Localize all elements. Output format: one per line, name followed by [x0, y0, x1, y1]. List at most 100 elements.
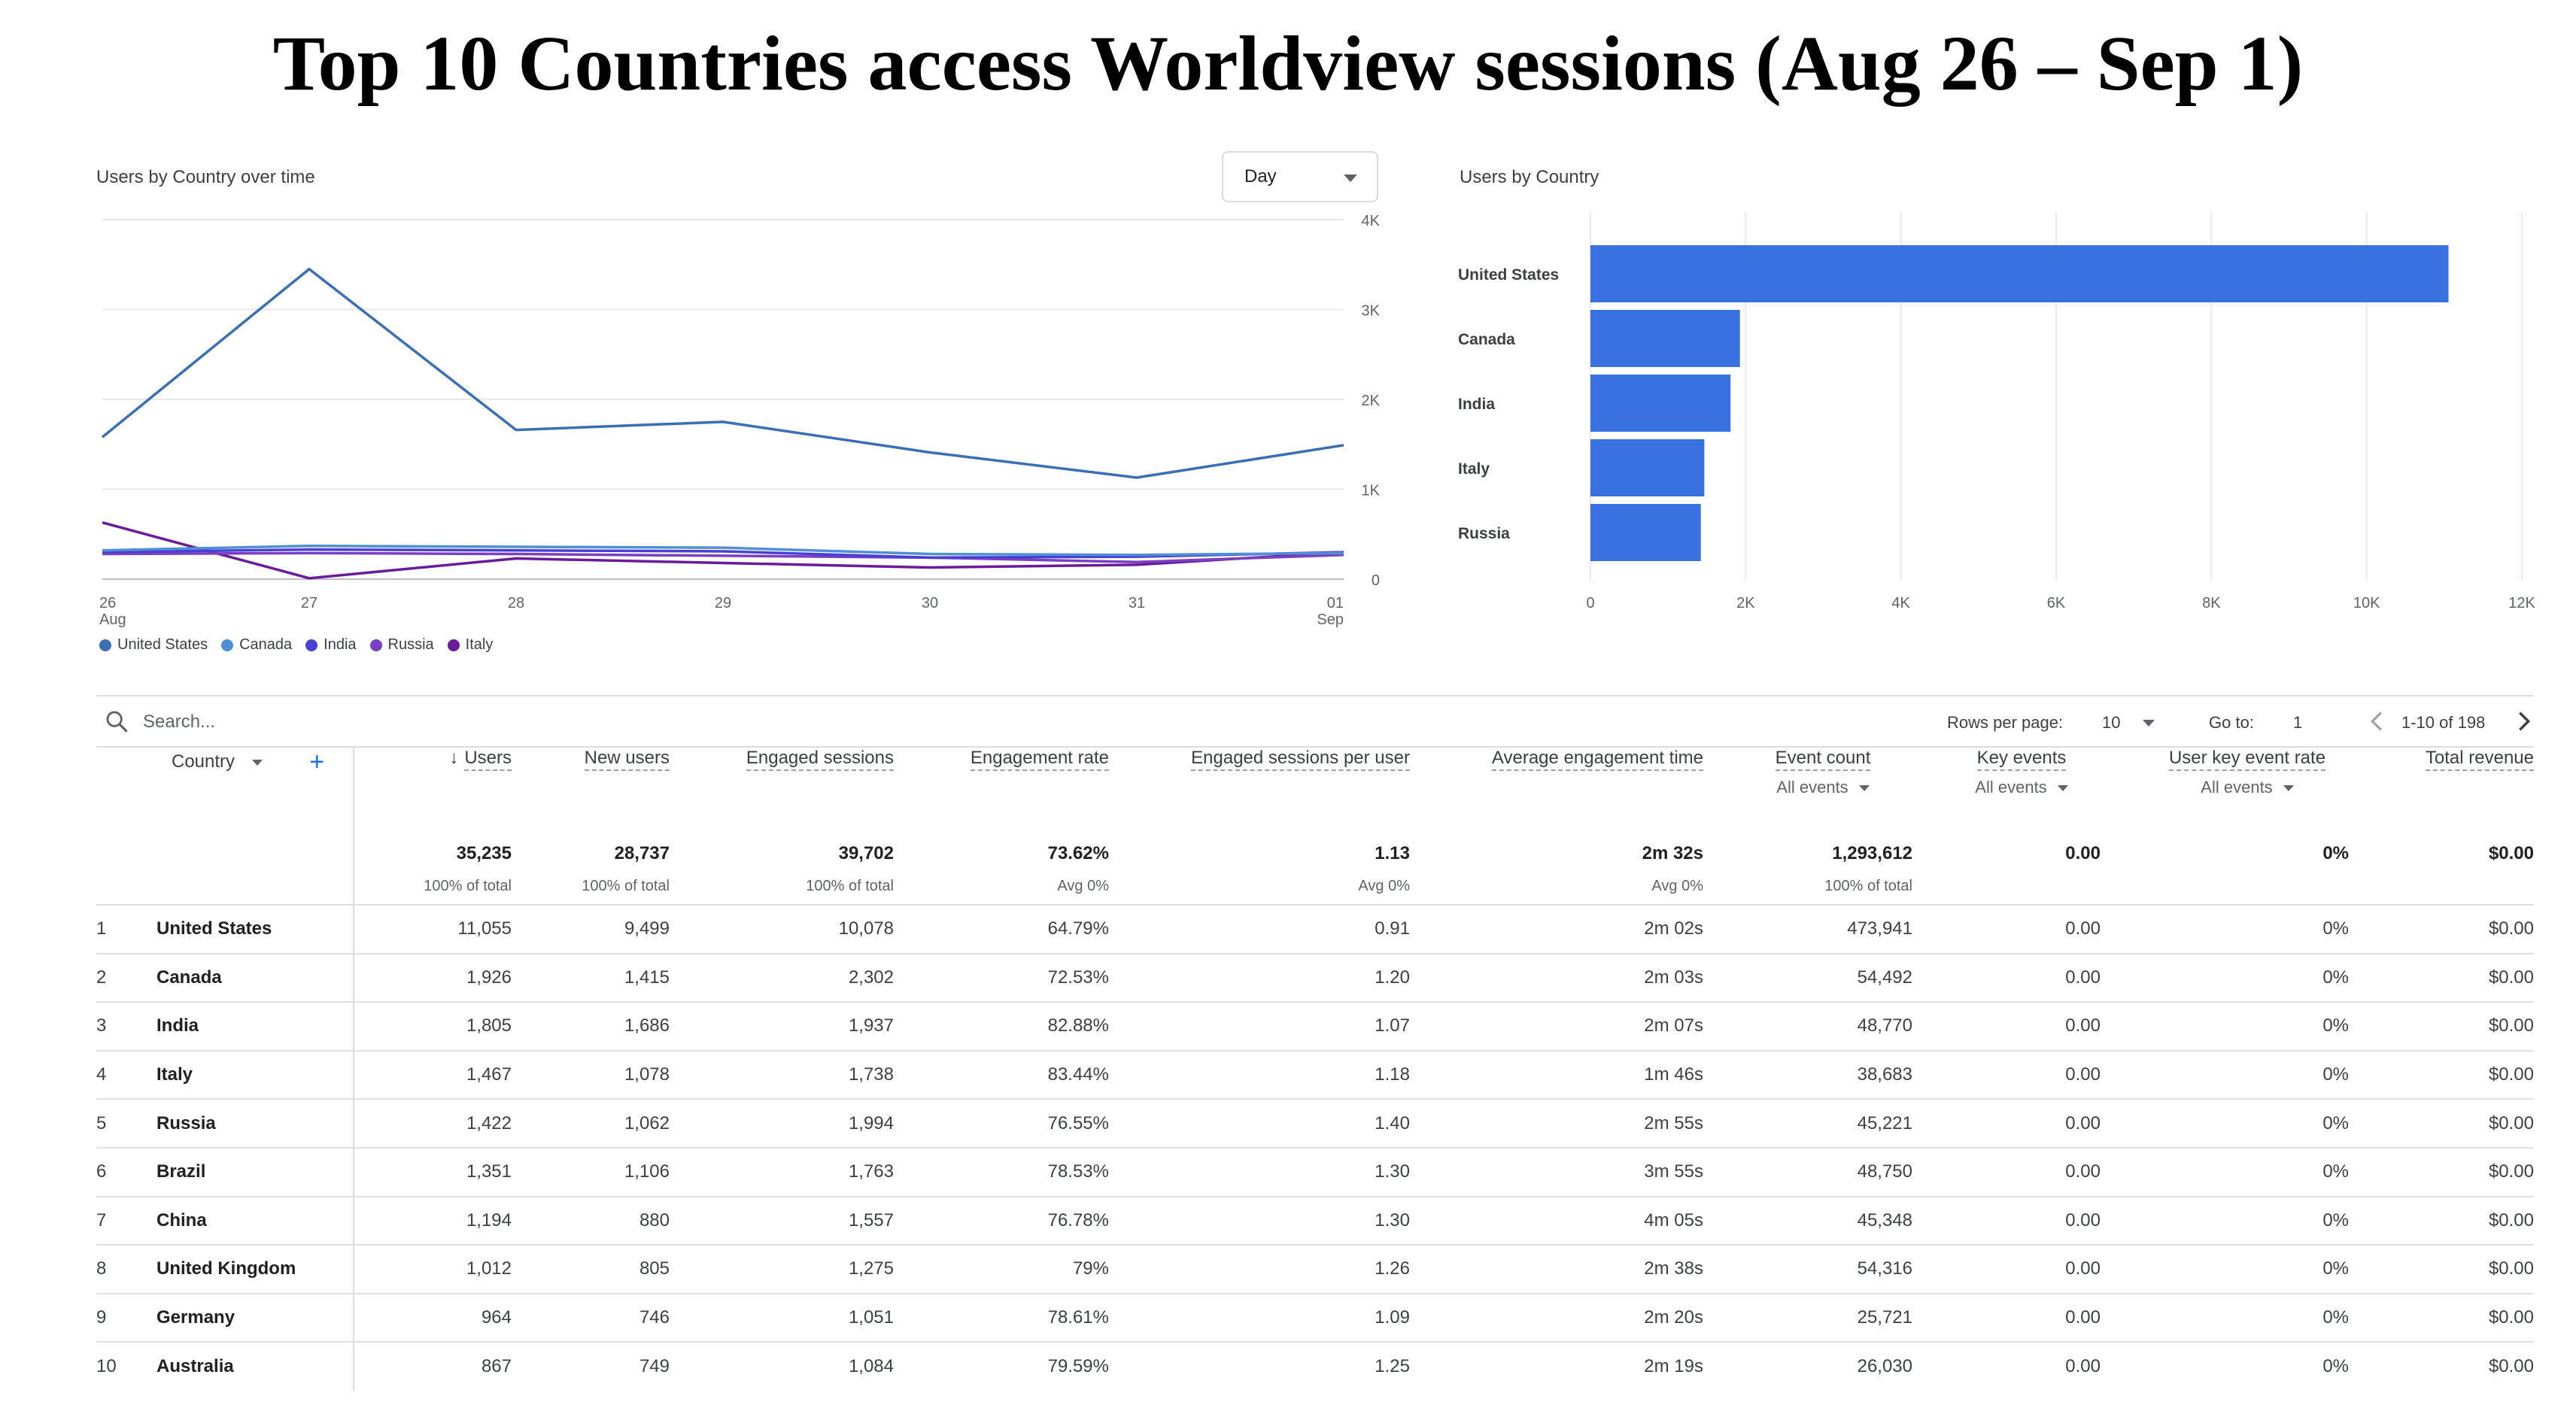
legend-label: United States [117, 636, 208, 653]
table-row[interactable]: 3 India 1,805 1,686 1,937 82.88% 1.07 2m 07s 48,… [96, 1002, 2534, 1051]
column-header[interactable]: ↓ Users [354, 747, 512, 843]
metric-cell: 0% [2322, 967, 2349, 988]
metric-cell: $0.00 [2488, 1112, 2534, 1133]
metric-cell: 79.59% [1047, 1356, 1109, 1377]
category-label: Canada [1458, 331, 1515, 348]
chevron-down-icon[interactable] [2143, 720, 2155, 727]
metric-cell: 1,062 [624, 1112, 670, 1133]
legend-item[interactable]: Russia [369, 636, 434, 654]
table-row[interactable]: 5 Russia 1,422 1,062 1,994 76.55% 1.40 2m 55s 45… [96, 1099, 2534, 1148]
country-name: United Kingdom [156, 1245, 354, 1294]
column-header[interactable]: Engaged sessions [670, 747, 894, 843]
metric-cell: 79% [1072, 1258, 1109, 1279]
metric-cell: 1,194 [466, 1209, 512, 1231]
legend-swatch [305, 639, 318, 651]
dimension-header[interactable]: Country + [96, 747, 354, 843]
bar-chart: 0 2K 4K 6K 8K 10K 12K United States Canada India I… [1458, 212, 2535, 611]
metric-cell: 1.30 [1375, 1161, 1410, 1182]
metric-cell: 1.07 [1375, 1015, 1410, 1036]
x-tick-label: 6K [2047, 595, 2066, 611]
metric-cell: 0.00 [2065, 1258, 2101, 1279]
metric-cell: 0.00 [2065, 918, 2101, 939]
metric-cell: 1.40 [1375, 1112, 1410, 1133]
event-filter: All events [2146, 778, 2349, 797]
y-tick-label: 3K [1362, 303, 1381, 320]
table-row[interactable]: 2 Canada 1,926 1,415 2,302 72.53% 1.20 2m 03s 54… [96, 953, 2534, 1003]
metric-cell: 2m 07s [1644, 1015, 1703, 1036]
column-header[interactable]: Event count All events [1703, 747, 1912, 843]
dimension-label: Country [172, 751, 235, 772]
series-line [102, 548, 1344, 560]
bar [1590, 504, 1701, 561]
x-tick-label: 0 [1586, 595, 1594, 611]
legend-item[interactable]: Italy [447, 636, 493, 654]
rows-per-page-select[interactable]: 10 [2102, 713, 2121, 732]
metric-cell: $0.00 [2488, 1209, 2534, 1231]
table-row[interactable]: 4 Italy 1,467 1,078 1,738 83.44% 1.18 1m 46s 38,… [96, 1050, 2534, 1100]
country-name: Brazil [156, 1147, 354, 1197]
metric-cell: 48,770 [1857, 1015, 1912, 1036]
legend-item[interactable]: Canada [221, 636, 292, 654]
column-header[interactable]: Average engagement time [1410, 747, 1703, 843]
table-divider [96, 695, 2534, 696]
chevron-right-icon[interactable] [2513, 709, 2535, 734]
metric-cell: 25,721 [1857, 1307, 1912, 1328]
x-tick-label: 29 [715, 595, 731, 611]
row-rank: 7 [96, 1209, 107, 1231]
totals-row: 35,235 100% of total 28,737 100% of total 39… [96, 843, 2534, 905]
country-name: Italy [156, 1050, 354, 1100]
total-cell: 1,293,612 100% of total [1824, 843, 1912, 894]
metric-cell: 2m 55s [1644, 1112, 1703, 1133]
column-header[interactable]: New users [512, 747, 670, 843]
series-line [102, 551, 1344, 564]
metric-cell: $0.00 [2488, 1307, 2534, 1328]
table-row[interactable]: 7 China 1,194 880 1,557 76.78% 1.30 4m 05s 45,34… [96, 1196, 2534, 1246]
goto-input[interactable]: 1 [2293, 713, 2303, 732]
metric-cell: 83.44% [1047, 1064, 1109, 1085]
metric-cell: 867 [481, 1356, 512, 1377]
y-tick-label: 0 [1372, 572, 1380, 589]
column-header[interactable]: Key events All events [1912, 747, 2101, 843]
row-rank: 2 [96, 967, 107, 988]
metric-cell: 1.09 [1375, 1307, 1410, 1328]
table-row[interactable]: 1 United States 11,055 9,499 10,078 64.79% 0.9… [96, 905, 2534, 954]
table-row[interactable]: 10 Australia 867 749 1,084 79.59% 1.25 2m 19s 26… [96, 1342, 2534, 1391]
metric-cell: 1.26 [1375, 1258, 1410, 1279]
chevron-left-icon[interactable] [2365, 709, 2388, 734]
x-tick-label: 01 [1327, 595, 1344, 611]
metric-cell: 45,348 [1857, 1209, 1912, 1231]
table-row[interactable]: 6 Brazil 1,351 1,106 1,763 78.53% 1.30 3m 55s 48… [96, 1147, 2534, 1197]
metric-cell: 48,750 [1857, 1161, 1912, 1182]
row-rank: 6 [96, 1161, 107, 1182]
metric-cell: 76.78% [1047, 1209, 1109, 1231]
granularity-select[interactable]: Day [1222, 151, 1378, 202]
column-header[interactable]: Total revenue [2349, 747, 2534, 843]
bar [1590, 439, 1705, 496]
country-name: Australia [156, 1342, 354, 1391]
data-table: Country + ↓ Users New users Engaged sessi… [96, 746, 2534, 1391]
bar [1590, 310, 1740, 367]
column-header[interactable]: Engaged sessions per user [1109, 747, 1410, 843]
add-dimension-icon[interactable]: + [309, 748, 325, 776]
table-row[interactable]: 9 Germany 964 746 1,051 78.61% 1.09 2m 20s 25,72… [96, 1293, 2534, 1343]
metric-cell: 1,012 [466, 1258, 512, 1279]
metric-cell: 10,078 [838, 918, 894, 939]
column-header[interactable]: User key event rate All events [2101, 747, 2349, 843]
legend-item[interactable]: India [305, 636, 357, 654]
search-input[interactable] [141, 706, 746, 739]
chevron-down-icon[interactable] [251, 759, 263, 766]
metric-cell: 76.55% [1047, 1112, 1109, 1133]
column-header[interactable]: Engagement rate [894, 747, 1109, 843]
metric-cell: 2m 02s [1644, 918, 1703, 939]
metric-cell: 0.00 [2065, 1307, 2101, 1328]
country-name: China [156, 1196, 354, 1246]
metric-cell: $0.00 [2488, 967, 2534, 988]
table-row[interactable]: 8 United Kingdom 1,012 805 1,275 79% 1.26 2m 38… [96, 1245, 2534, 1294]
metric-cell: 0.00 [2065, 1064, 2101, 1085]
metric-cell: $0.00 [2488, 918, 2534, 939]
category-label: Russia [1458, 525, 1510, 542]
total-cell: 1.13 Avg 0% [1358, 843, 1410, 894]
legend-item[interactable]: United States [99, 636, 208, 654]
metric-cell: 1,351 [466, 1161, 512, 1182]
